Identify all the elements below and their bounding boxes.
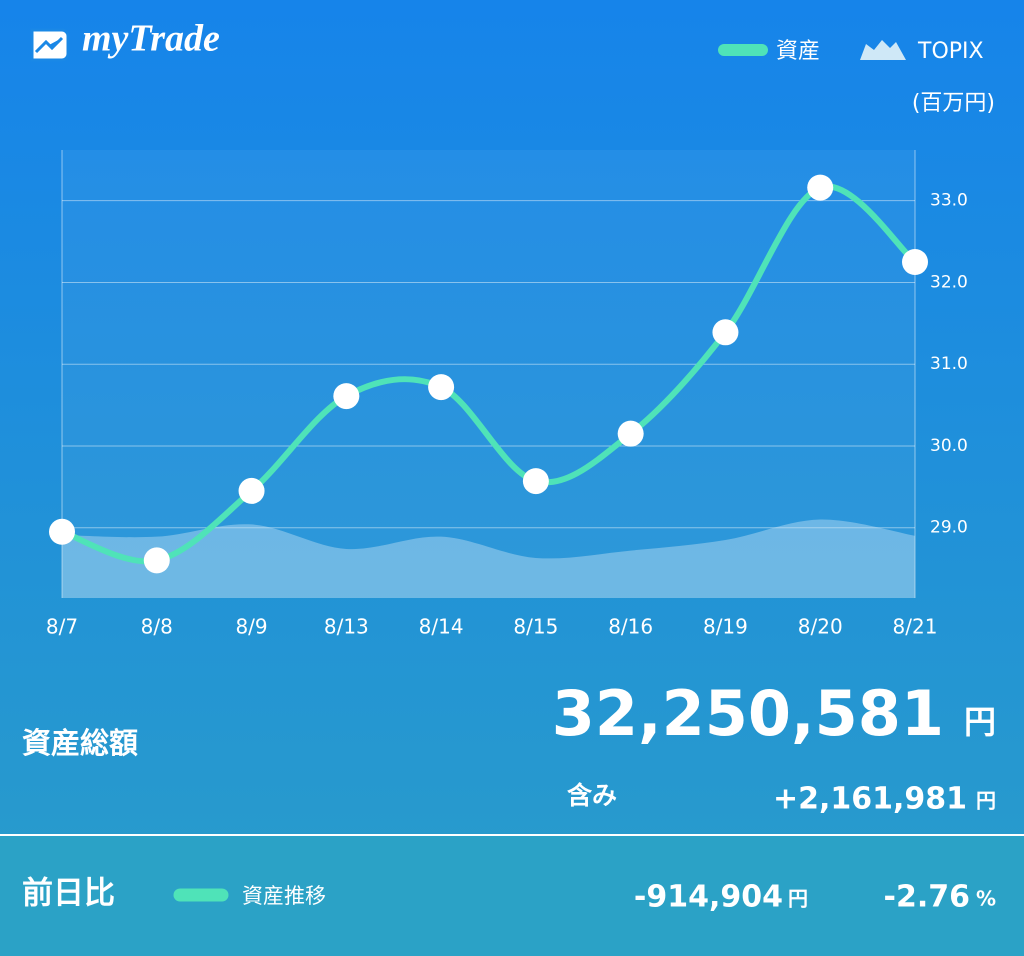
data-point: [902, 249, 928, 275]
total-value: 32,250,581: [552, 677, 944, 750]
legend-label: TOPIX: [917, 39, 984, 64]
x-tick-label: 8/9: [235, 615, 267, 639]
data-point: [143, 547, 170, 574]
data-point: [617, 420, 644, 447]
x-tick-label: 8/8: [141, 615, 173, 639]
x-tick-label: 8/16: [608, 615, 653, 639]
change-label: 前日比: [22, 876, 115, 912]
x-tick-label: 8/21: [893, 615, 938, 639]
x-tick-label: 8/14: [419, 615, 464, 639]
change-amount: -914,904: [634, 880, 783, 915]
data-point: [807, 174, 834, 201]
data-point: [522, 468, 549, 495]
change-percent: -2.76: [884, 880, 970, 915]
y-tick-label: 30.0: [930, 436, 968, 456]
change-band: [0, 836, 1024, 956]
x-tick-label: 8/20: [798, 615, 843, 639]
data-point: [428, 374, 455, 401]
data-point: [712, 319, 739, 346]
change-percent-unit: %: [976, 887, 996, 911]
x-tick-label: 8/7: [46, 615, 78, 639]
y-tick-label: 33.0: [930, 191, 968, 211]
y-tick-label: 29.0: [930, 518, 968, 538]
logo: myTrade: [30, 18, 220, 62]
legend-label: 資産: [776, 39, 820, 64]
unrealized-value: +2,161,981: [773, 782, 967, 817]
topix-area: [62, 519, 915, 598]
unrealized-label: 含み: [567, 781, 617, 810]
legend-swatch: [860, 40, 906, 60]
y-tick-label: 31.0: [930, 354, 968, 374]
total-unit: 円: [964, 703, 996, 741]
asset-line: [59, 183, 918, 565]
y-tick-label: 32.0: [930, 272, 968, 292]
x-tick-label: 8/19: [703, 615, 748, 639]
legend-label: 資産推移: [242, 884, 326, 908]
change-unit: 円: [788, 887, 808, 911]
app-name: myTrade: [82, 18, 220, 60]
unit-label: (百万円): [912, 91, 995, 116]
logo-icon: [30, 28, 70, 62]
x-tick-label: 8/15: [513, 615, 558, 639]
data-point: [49, 518, 75, 545]
x-tick-label: 8/13: [324, 615, 369, 639]
plot-area: [62, 150, 915, 598]
unrealized-unit: 円: [976, 789, 996, 813]
data-point: [238, 477, 265, 504]
data-point: [333, 383, 360, 410]
total-label: 資産総額: [22, 726, 138, 760]
